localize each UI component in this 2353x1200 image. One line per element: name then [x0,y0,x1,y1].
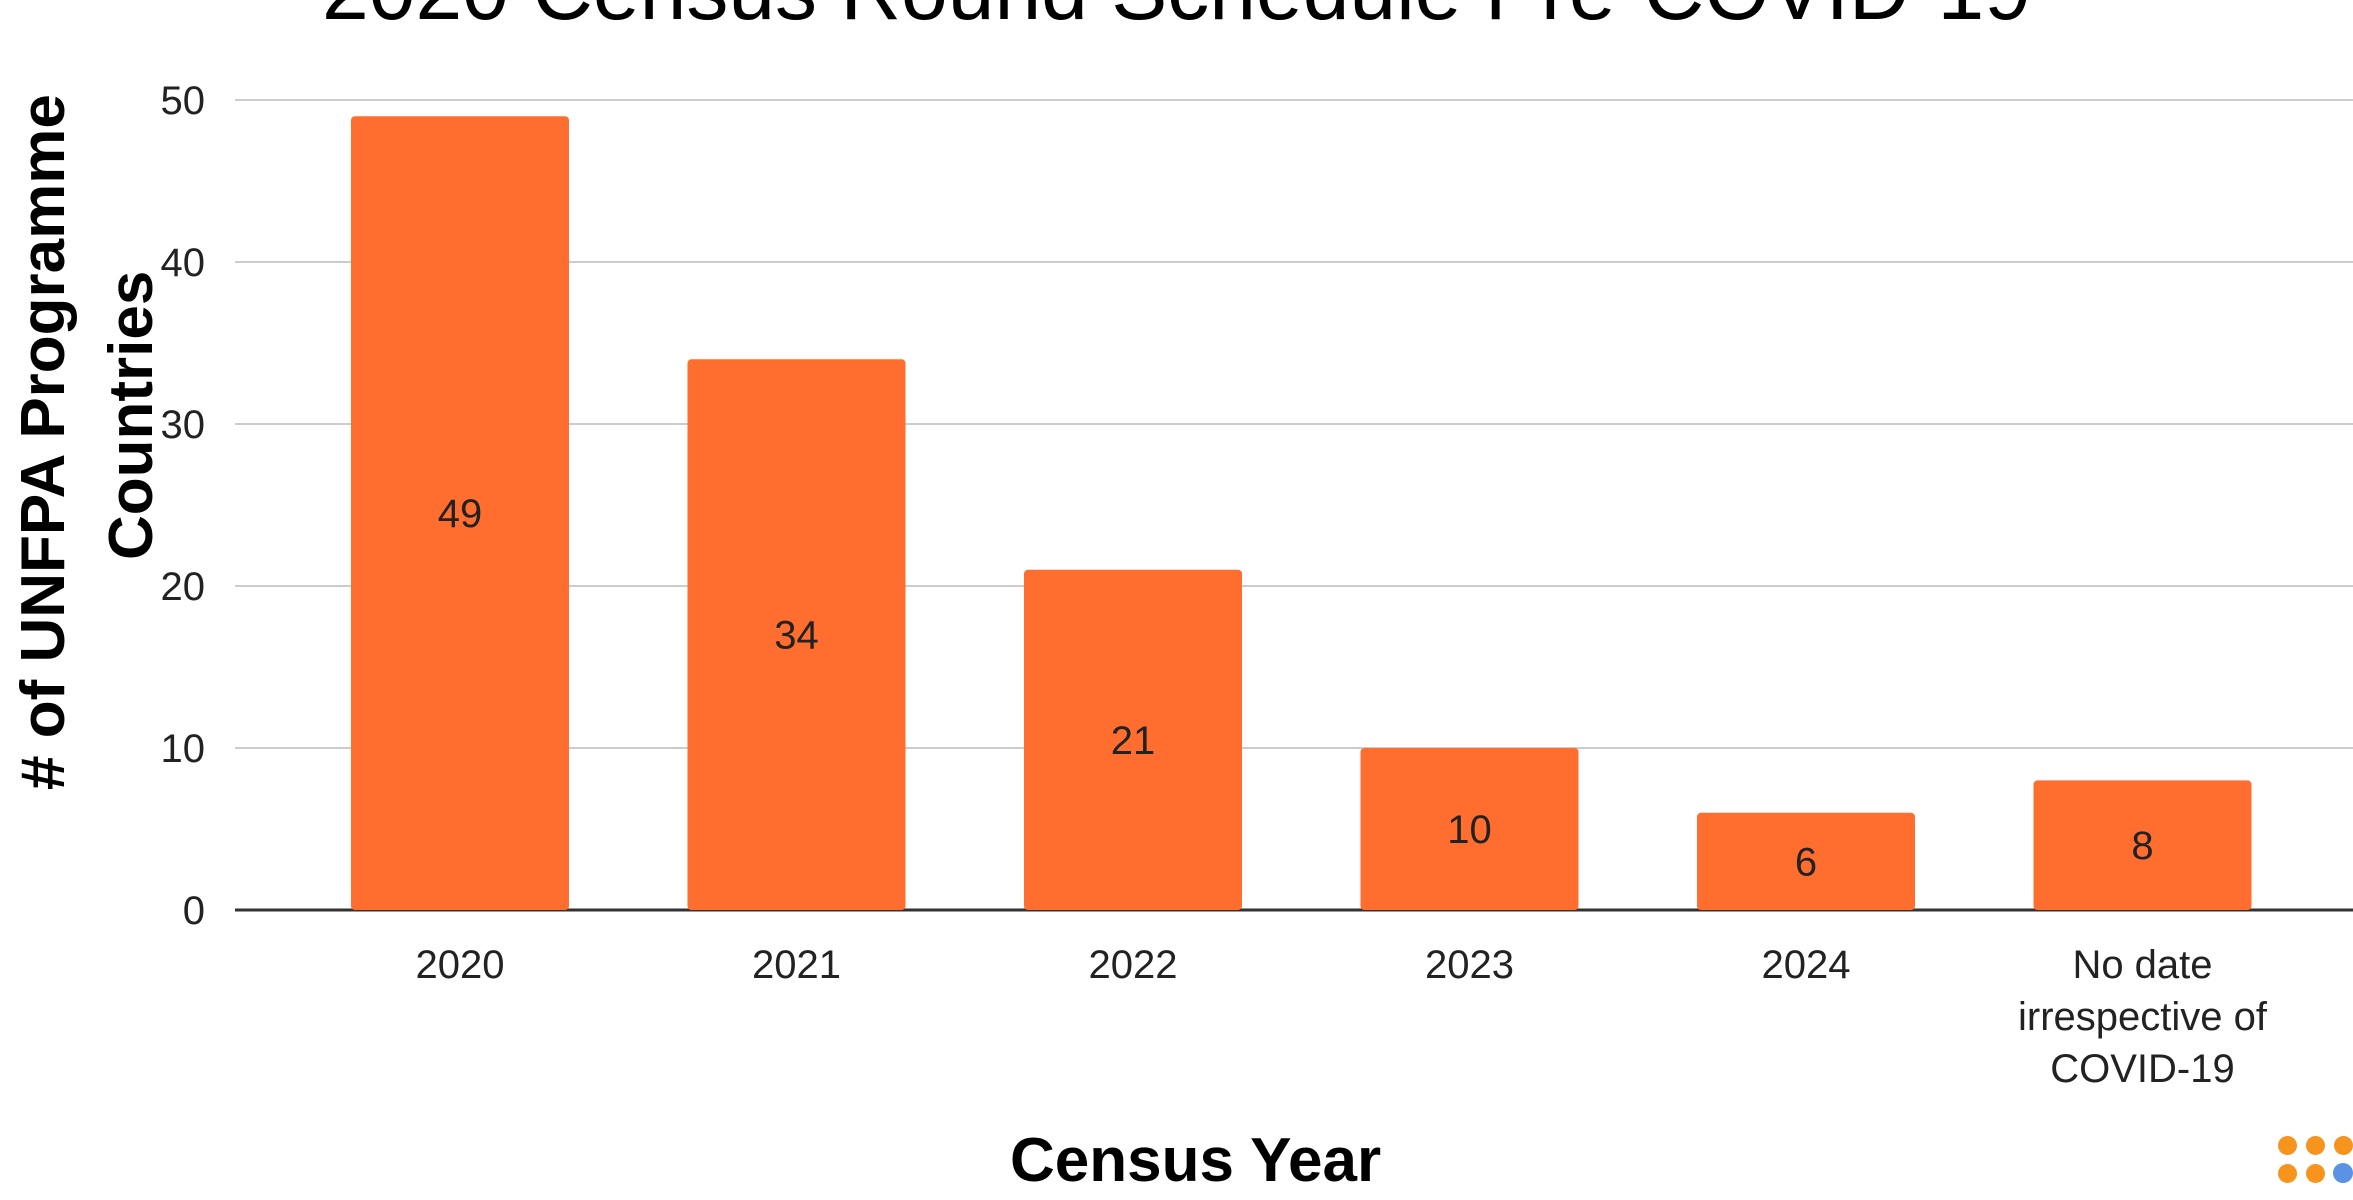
x-tick-label: 2022 [1089,943,1178,987]
x-tick-label: 2020 [416,943,505,987]
un-emblem-icon [2333,1163,2353,1183]
y-tick-label: 50 [161,79,206,123]
x-tick-label: 2021 [752,943,841,987]
y-axis-title-line-2: Countries [96,271,167,560]
logo-dot [2278,1164,2297,1183]
data-label: 49 [438,492,483,536]
y-tick-label: 40 [161,241,206,285]
logo-dot [2306,1136,2325,1155]
logo-dot [2334,1136,2353,1155]
y-axis-title-line-1: # of UNFPA Programme [8,94,79,790]
x-tick-label: COVID-19 [2050,1047,2235,1091]
data-label: 21 [1111,719,1156,763]
x-tick-label: No date [2072,943,2212,987]
y-tick-label: 30 [161,403,206,447]
y-tick-label: 20 [161,565,206,609]
data-label: 34 [774,614,819,658]
x-tick-label: irrespective of [2018,995,2268,1039]
logo-dot [2278,1136,2297,1155]
data-label: 6 [1795,840,1817,884]
x-tick-label: 2023 [1425,943,1514,987]
data-label: 10 [1447,808,1492,852]
unfpa-logo [2270,1120,2353,1200]
bars [351,116,2252,910]
data-label: 8 [2131,824,2153,868]
logo-dot [2306,1164,2325,1183]
x-axis: 2020 2021 2022 2023 2024 No date irrespective … [416,943,2268,1091]
x-axis-title: Census Year [1010,1125,1381,1196]
x-tick-label: 2024 [1762,943,1851,987]
y-tick-label: 0 [183,889,205,933]
y-tick-label: 10 [161,727,206,771]
